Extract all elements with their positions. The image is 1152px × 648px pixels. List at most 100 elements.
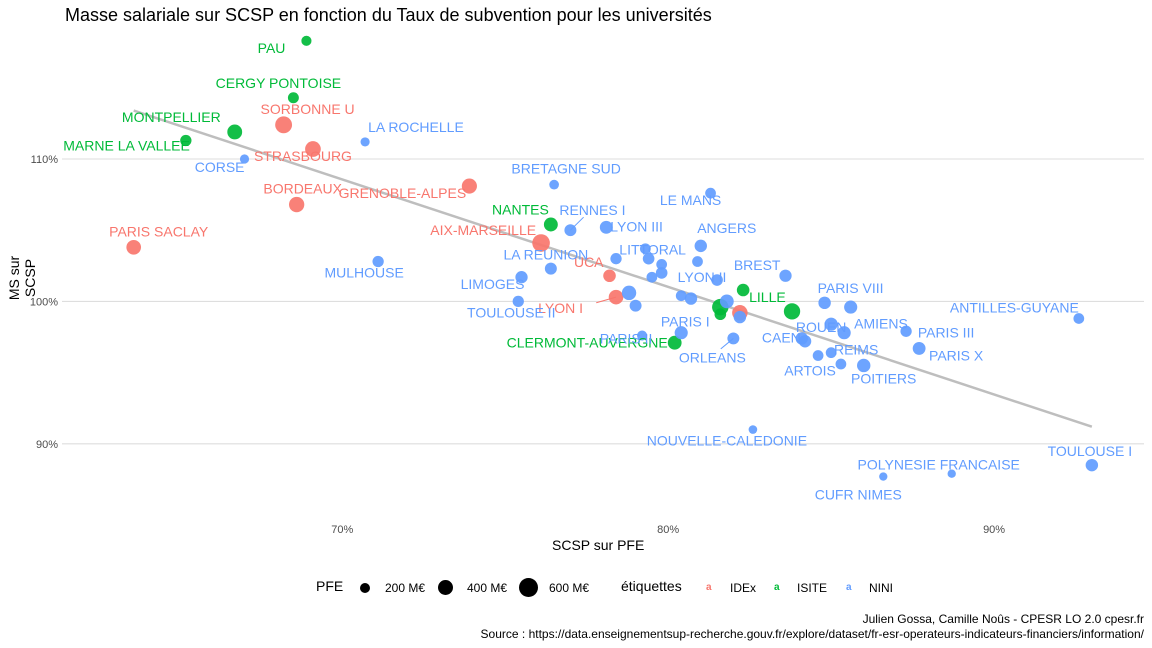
label-leader-line: [596, 296, 617, 304]
chart-title: Masse salariale sur SCSP en fonction du …: [65, 5, 712, 25]
point-idex: [461, 178, 477, 194]
point-label: PARIS III: [918, 324, 975, 340]
point-idex: [603, 269, 616, 283]
point-nini: [844, 300, 858, 314]
point-idex: [126, 239, 142, 255]
point-label: POLYNESIE FRANCAISE: [858, 457, 1020, 473]
point-label: BRETAGNE SUD: [511, 161, 620, 177]
point-label: MULHOUSE: [324, 265, 403, 281]
point-label: BORDEAUX: [263, 181, 342, 197]
point-label: NANTES: [492, 202, 549, 218]
point-nini: [610, 253, 622, 265]
point-nini: [549, 179, 559, 190]
point-nini: [675, 290, 687, 302]
legend: PFE 200 M€ 400 M€ 600 M€ étiquettes a ID…: [0, 578, 1152, 600]
point-nini: [515, 271, 528, 284]
point-idex: [305, 141, 321, 157]
x-tick-label: 70%: [331, 524, 353, 536]
point-label: PARIS VIII: [818, 280, 884, 296]
point-label: MARNE LA VALLEE: [63, 137, 190, 153]
point-nini: [372, 255, 384, 268]
point-label: SORBONNE U: [261, 101, 355, 117]
point-nini: [629, 299, 642, 312]
point-label: PAU: [258, 40, 286, 56]
trend-line: [133, 109, 1093, 428]
point-label: BREST: [734, 257, 781, 273]
point-nini: [674, 326, 688, 340]
point-nini: [637, 330, 648, 341]
point-nini: [239, 154, 250, 164]
caption-credits: Julien Gossa, Camille Noûs - CPESR LO 2.…: [862, 612, 1144, 626]
point-label: LIMOGES: [461, 276, 525, 292]
legend-label-idex: IDEx: [730, 581, 757, 595]
point-label: ARTOIS: [784, 363, 836, 379]
legend-label-nini: NINI: [869, 581, 893, 595]
point-label: CAEN: [762, 329, 801, 345]
point-idex: [289, 196, 305, 213]
point-nini: [733, 310, 747, 324]
point-nini: [912, 341, 926, 355]
point-nini: [719, 294, 734, 309]
point-nini: [512, 295, 524, 308]
legend-key-idex: a: [706, 582, 712, 593]
point-nini: [694, 239, 707, 253]
point-isite: [783, 303, 801, 320]
point-isite: [180, 134, 192, 147]
y-tick-labels: 90% 100% 110%: [30, 154, 58, 451]
point-nini: [360, 137, 370, 147]
y-axis-label: MS sur SCSP: [6, 255, 38, 301]
legend-label-isite: ISITE: [797, 581, 828, 595]
point-label: LYON II: [678, 269, 727, 285]
x-axis-label: SCSP sur PFE: [552, 537, 645, 553]
point-label: LYON III: [610, 218, 663, 234]
point-label: LA REUNION: [503, 247, 588, 263]
point-label: LA ROCHELLE: [368, 119, 464, 135]
point-idex: [532, 234, 550, 252]
point-label: LYON I: [538, 300, 583, 316]
point-label: AMIENS: [854, 316, 908, 332]
caption-source: Source : https://data.enseignementsup-re…: [480, 627, 1144, 641]
y-tick-label: 90%: [36, 439, 58, 451]
point-nini: [642, 252, 655, 265]
point-label: ANGERS: [697, 220, 756, 236]
x-tick-label: 90%: [983, 524, 1005, 536]
point-nini: [835, 358, 847, 370]
point-nini: [646, 271, 658, 283]
point-label: NOUVELLE-CALEDONIE: [647, 433, 807, 449]
point-label: GRENOBLE-ALPES: [339, 185, 467, 201]
point-isite: [301, 35, 312, 46]
point-nini: [544, 262, 557, 275]
point-label: CLERMONT-AUVERGNE: [507, 335, 668, 351]
legend-size-dot-small: [360, 583, 370, 593]
point-labels: SORBONNE U STRASBOURG BORDEAUXGRENOBLE-ALP…: [63, 40, 1132, 503]
point-nini: [655, 267, 668, 279]
legend-size-dot-large: [519, 578, 538, 597]
legend-key-nini: a: [846, 582, 852, 593]
point-label: RENNES I: [559, 202, 625, 218]
point-nini: [857, 358, 871, 373]
legend-size-title: PFE: [316, 578, 344, 594]
point-label: AIX-MARSEILLE: [430, 222, 536, 238]
point-nini: [1085, 458, 1099, 472]
point-isite: [667, 335, 682, 350]
point-label: PARIS I: [661, 314, 710, 330]
legend-size-label-large: 600 M€: [549, 581, 590, 595]
point-isite: [227, 124, 243, 140]
data-points: [126, 35, 1099, 481]
legend-key-isite: a: [774, 582, 780, 593]
point-nini: [900, 325, 912, 337]
point-nini: [684, 292, 698, 305]
point-isite: [714, 308, 727, 321]
point-label: STRASBOURG: [254, 148, 352, 164]
legend-size-label-medium: 400 M€: [467, 581, 508, 595]
point-nini: [599, 220, 613, 234]
point-nini: [837, 326, 851, 340]
legend-color-title: étiquettes: [621, 578, 682, 594]
point-nini: [879, 472, 888, 481]
point-label: CORSE: [195, 159, 245, 175]
point-nini: [812, 350, 824, 361]
point-label: POITIERS: [851, 370, 916, 386]
point-label: LILLE: [749, 289, 786, 305]
y-tick-label: 100%: [30, 296, 58, 308]
point-nini: [748, 425, 758, 434]
